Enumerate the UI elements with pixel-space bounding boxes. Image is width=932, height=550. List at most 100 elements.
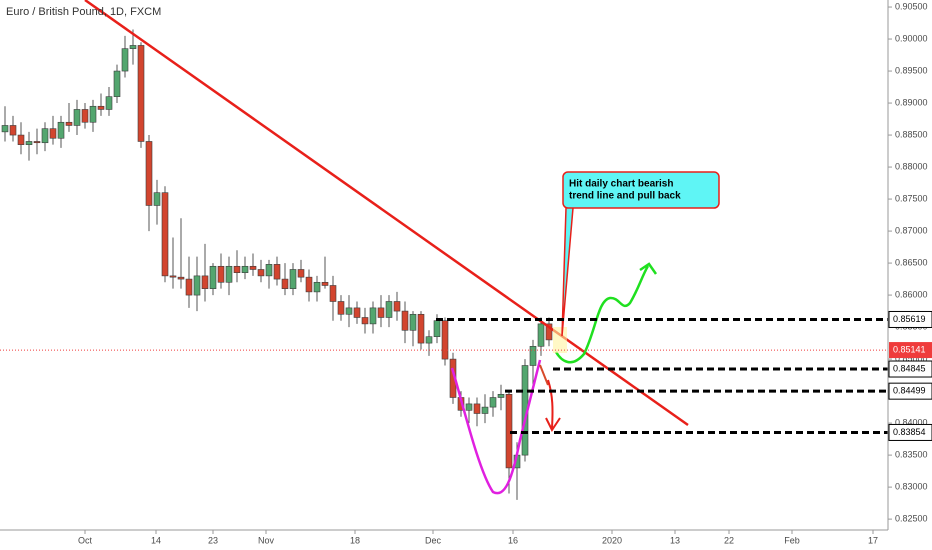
candle-body — [161, 192, 169, 277]
x-tick-label: Nov — [258, 535, 275, 545]
candle-body — [257, 269, 265, 277]
candle-body — [529, 345, 537, 366]
candle-body — [401, 310, 409, 331]
candle-body — [17, 134, 25, 145]
candle-body — [201, 275, 209, 289]
callout-box — [562, 171, 720, 209]
callout-text: Hit daily chart bearish — [569, 179, 673, 190]
pullback-path — [539, 364, 549, 386]
candle-body — [225, 265, 233, 283]
y-tick-label: 0.89000 — [895, 97, 928, 107]
candle-body — [121, 48, 129, 72]
candle-body — [273, 264, 281, 280]
level-label: 0.83854 — [893, 427, 926, 437]
candle-body — [185, 278, 193, 296]
candle-body — [217, 265, 225, 283]
candle-body — [265, 264, 273, 277]
candle-body — [233, 265, 241, 273]
candle-body — [465, 403, 473, 411]
candle-body — [89, 105, 97, 123]
candle-body — [73, 109, 81, 126]
chart-title: Euro / British Pound, 1D, FXCM — [6, 6, 161, 18]
trend-line — [84, 0, 689, 427]
x-tick-label: 18 — [350, 535, 360, 545]
callout-text: trend line and pull back — [569, 191, 681, 202]
candle-body — [113, 70, 121, 97]
level-label: 0.85619 — [893, 314, 926, 324]
candle-body — [1, 125, 9, 133]
callout-pointer — [561, 207, 574, 337]
candle-body — [545, 323, 553, 341]
candle-body — [385, 301, 393, 318]
candle-body — [481, 406, 489, 414]
y-tick-label: 0.88000 — [895, 161, 928, 171]
level-label-box — [888, 423, 932, 441]
x-tick-label: Dec — [425, 535, 442, 545]
y-tick-label: 0.86000 — [895, 289, 928, 299]
y-tick-label: 0.88500 — [895, 129, 928, 139]
y-tick-label: 0.90000 — [895, 33, 928, 43]
candle-body — [177, 276, 185, 280]
last-price-box — [889, 342, 932, 359]
candle-body — [153, 192, 161, 206]
level-label-box — [888, 382, 932, 400]
candle-body — [361, 317, 369, 325]
x-tick-label: 17 — [868, 535, 878, 545]
cup-curve — [450, 359, 542, 495]
y-tick-label: 0.90500 — [895, 1, 928, 11]
candle-body — [321, 281, 329, 286]
level-label: 0.84845 — [893, 363, 926, 373]
candle-body — [65, 121, 73, 126]
candle-body — [377, 307, 385, 318]
candle-body — [425, 336, 433, 344]
candle-body — [57, 121, 65, 139]
y-tick-label: 0.82500 — [895, 513, 928, 523]
candle-body — [145, 141, 153, 206]
y-tick-label: 0.83000 — [895, 481, 928, 491]
y-tick-label: 0.84000 — [895, 417, 928, 427]
candle-body — [345, 307, 353, 315]
candle-body — [337, 301, 345, 315]
candle-body — [433, 320, 441, 337]
level-label-box — [888, 310, 932, 328]
y-tick-label: 0.85000 — [895, 353, 928, 363]
candle-body — [137, 45, 145, 142]
candle-body — [193, 275, 201, 296]
candle-body — [393, 301, 401, 312]
candle-body — [9, 125, 17, 136]
y-tick-label: 0.87500 — [895, 193, 928, 203]
projection-arrow — [554, 262, 658, 364]
highlight — [553, 327, 567, 353]
candle-body — [129, 45, 137, 49]
candle-body — [353, 307, 361, 318]
candle-body — [537, 323, 545, 347]
candle-body — [169, 275, 177, 278]
candle-body — [417, 313, 425, 344]
candle-body — [249, 265, 257, 270]
candle-body — [41, 128, 49, 144]
candle-body — [473, 403, 481, 414]
candle-body — [409, 313, 417, 331]
x-tick-label: Oct — [78, 535, 93, 545]
candle-body — [289, 269, 297, 289]
x-tick-label: 23 — [208, 535, 218, 545]
candle-body — [281, 278, 289, 289]
candle-body — [441, 320, 449, 360]
level-label-box — [888, 360, 932, 378]
x-tick-label: 22 — [724, 535, 734, 545]
y-tick-label: 0.89500 — [895, 65, 928, 75]
candle-body — [33, 141, 41, 144]
x-tick-label: 13 — [670, 535, 680, 545]
x-tick-label: 2020 — [602, 535, 622, 545]
candle-body — [329, 285, 337, 302]
candle-body — [497, 393, 505, 398]
candle-body — [369, 307, 377, 325]
candle-body — [313, 281, 321, 293]
down-arrow — [545, 379, 561, 432]
candle-body — [209, 265, 217, 289]
x-tick-label: 14 — [151, 535, 161, 545]
x-tick-label: Feb — [784, 535, 800, 545]
y-tick-label: 0.87000 — [895, 225, 928, 235]
